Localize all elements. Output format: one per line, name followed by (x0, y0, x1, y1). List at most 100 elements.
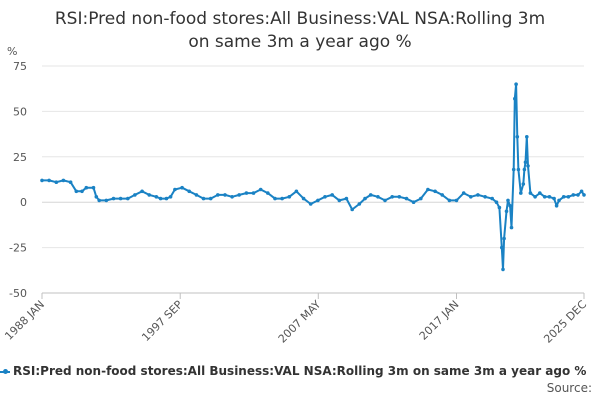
data-point[interactable] (140, 189, 144, 194)
data-point[interactable] (483, 195, 487, 199)
data-point[interactable] (61, 178, 66, 183)
data-point[interactable] (94, 195, 99, 199)
data-point[interactable] (447, 198, 452, 203)
data-point[interactable] (419, 196, 423, 201)
data-point[interactable] (164, 196, 169, 201)
data-point[interactable] (368, 193, 373, 197)
data-point[interactable] (500, 245, 504, 250)
data-point[interactable] (208, 196, 213, 201)
data-point[interactable] (230, 195, 234, 199)
data-point[interactable] (301, 196, 306, 201)
data-point[interactable] (547, 195, 552, 199)
data-point[interactable] (180, 185, 184, 190)
data-point[interactable] (266, 191, 270, 195)
data-point[interactable] (404, 196, 409, 201)
data-point[interactable] (502, 236, 506, 241)
data-point[interactable] (440, 193, 445, 197)
data-point[interactable] (323, 195, 327, 199)
data-point[interactable] (525, 135, 529, 139)
data-point[interactable] (390, 195, 395, 199)
data-point[interactable] (561, 195, 566, 199)
data-point[interactable] (357, 202, 362, 206)
data-point[interactable] (187, 189, 191, 194)
data-point[interactable] (513, 96, 517, 101)
data-point[interactable] (258, 187, 263, 192)
data-point[interactable] (383, 198, 387, 203)
data-point[interactable] (154, 195, 159, 199)
data-point[interactable] (280, 196, 284, 201)
data-point[interactable] (104, 198, 109, 203)
data-point[interactable] (111, 196, 116, 201)
data-point[interactable] (426, 187, 430, 192)
data-point[interactable] (538, 191, 542, 195)
data-point[interactable] (168, 195, 173, 199)
data-point[interactable] (84, 185, 89, 190)
data-point[interactable] (344, 196, 349, 201)
data-point[interactable] (223, 193, 227, 197)
data-point[interactable] (526, 164, 530, 168)
data-point[interactable] (194, 193, 199, 197)
data-point[interactable] (523, 160, 528, 164)
data-point[interactable] (244, 191, 249, 195)
data-point[interactable] (516, 167, 521, 172)
data-point[interactable] (521, 182, 526, 186)
data-point[interactable] (287, 195, 292, 199)
data-point[interactable] (476, 193, 480, 197)
data-point[interactable] (158, 196, 163, 201)
data-point[interactable] (504, 209, 509, 214)
data-point[interactable] (133, 193, 137, 197)
data-point[interactable] (201, 196, 206, 201)
data-point[interactable] (515, 135, 520, 139)
data-point[interactable] (330, 193, 335, 197)
data-point[interactable] (294, 189, 299, 194)
data-point[interactable] (397, 195, 402, 199)
data-point[interactable] (350, 207, 355, 212)
data-point[interactable] (251, 191, 256, 195)
data-point[interactable] (509, 225, 514, 230)
data-point[interactable] (533, 195, 537, 199)
data-point[interactable] (469, 195, 473, 199)
data-point[interactable] (54, 180, 59, 184)
data-point[interactable] (490, 196, 495, 201)
data-point[interactable] (316, 198, 320, 203)
data-point[interactable] (173, 187, 177, 192)
data-point[interactable] (237, 193, 241, 197)
data-point[interactable] (497, 205, 502, 210)
data-point[interactable] (511, 167, 516, 172)
data-point[interactable] (508, 204, 512, 208)
data-point[interactable] (337, 198, 342, 203)
data-point[interactable] (147, 193, 151, 197)
data-point[interactable] (80, 189, 84, 194)
data-point[interactable] (308, 202, 313, 206)
data-point[interactable] (454, 198, 459, 203)
data-point[interactable] (126, 196, 130, 201)
data-point[interactable] (501, 267, 505, 272)
data-point[interactable] (542, 195, 547, 199)
data-point[interactable] (522, 167, 527, 172)
data-point[interactable] (571, 193, 576, 197)
data-point[interactable] (461, 191, 466, 195)
data-point[interactable] (528, 191, 533, 195)
data-point[interactable] (376, 195, 380, 199)
data-point[interactable] (273, 196, 277, 201)
data-point[interactable] (506, 198, 510, 203)
data-point[interactable] (582, 193, 586, 197)
data-point[interactable] (514, 82, 518, 86)
data-point[interactable] (97, 198, 101, 203)
data-point[interactable] (494, 200, 499, 204)
legend[interactable]: RSI:Pred non-food stores:All Business:VA… (0, 364, 600, 380)
data-point[interactable] (557, 198, 561, 203)
data-point[interactable] (363, 196, 367, 201)
data-point[interactable] (566, 195, 571, 199)
data-point[interactable] (68, 180, 73, 184)
data-point[interactable] (579, 189, 584, 194)
data-point[interactable] (433, 189, 437, 194)
data-point[interactable] (118, 196, 123, 201)
series-line-0[interactable] (42, 83, 585, 271)
data-point[interactable] (74, 189, 79, 194)
data-point[interactable] (576, 193, 580, 197)
data-point[interactable] (519, 191, 523, 195)
data-point[interactable] (91, 185, 96, 190)
data-point[interactable] (552, 196, 556, 201)
data-point[interactable] (40, 178, 44, 183)
